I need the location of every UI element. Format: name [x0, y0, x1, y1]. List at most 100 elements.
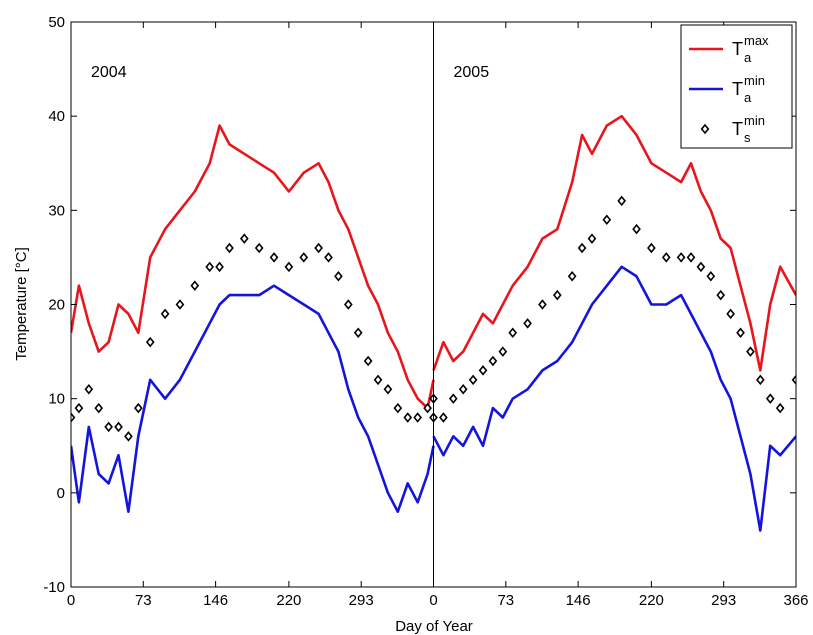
data-point-ts-min: [775, 402, 785, 414]
data-point-ts-min: [334, 270, 343, 282]
panel-label-2005: 2005: [454, 64, 490, 81]
legend-label-sup: max: [744, 33, 769, 48]
y-tick-label: 0: [57, 485, 65, 502]
x-tick-label: 366: [783, 592, 808, 609]
series-line-ta-max: [432, 114, 796, 372]
data-point-ts-min: [393, 402, 403, 414]
data-point-ts-min: [686, 252, 696, 263]
data-point-ts-min: [363, 355, 373, 367]
legend-label: T: [732, 119, 743, 139]
data-point-ts-min: [205, 261, 214, 273]
data-point-ts-min: [299, 252, 309, 263]
y-tick-label: 20: [48, 297, 65, 314]
data-point-ts-min: [114, 421, 123, 433]
x-tick-label: 73: [135, 592, 152, 609]
data-point-ts-min: [74, 402, 84, 414]
data-point-ts-min: [647, 242, 656, 254]
data-point-ts-min: [523, 318, 532, 329]
data-point-ts-min: [706, 270, 716, 282]
data-point-ts-min: [716, 289, 726, 301]
data-point-ts-min: [746, 346, 755, 357]
data-point-ts-min: [413, 412, 422, 423]
legend-label-sup: min: [744, 113, 765, 128]
panel-2005: [429, 114, 796, 532]
y-tick-label: 30: [48, 202, 65, 219]
data-point-ts-min: [736, 327, 745, 339]
panel-2004: [71, 124, 438, 513]
data-point-ts-min: [756, 374, 765, 386]
data-point-ts-min: [577, 242, 587, 254]
data-point-ts-min: [94, 402, 104, 414]
data-point-ts-min: [439, 412, 448, 423]
y-tick-label: 10: [48, 391, 65, 408]
data-point-ts-min: [254, 242, 264, 254]
legend-label: T: [732, 39, 743, 59]
data-point-ts-min: [696, 261, 706, 273]
data-point-ts-min: [134, 402, 143, 414]
data-point-ts-min: [791, 374, 796, 386]
data-point-ts-min: [190, 280, 200, 291]
data-point-ts-min: [661, 252, 671, 263]
legend-marker-ts-min: [700, 123, 710, 135]
data-point-ts-min: [215, 261, 224, 273]
x-tick-label: 146: [566, 592, 591, 609]
data-point-ts-min: [468, 374, 478, 386]
data-point-ts-min: [145, 336, 155, 348]
data-point-ts-min: [239, 233, 249, 244]
data-point-ts-min: [538, 299, 547, 310]
legend-label-sub: s: [744, 130, 751, 145]
data-point-ts-min: [343, 299, 353, 310]
data-point-ts-min: [448, 393, 458, 404]
data-point-ts-min: [458, 383, 468, 395]
y-tick-label: -10: [43, 579, 65, 596]
data-point-ts-min: [373, 374, 383, 386]
data-point-ts-min: [676, 252, 686, 263]
data-point-ts-min: [726, 308, 735, 320]
data-point-ts-min: [765, 393, 775, 404]
data-point-ts-min: [353, 327, 363, 339]
series-line-ta-max: [71, 124, 435, 410]
panel-label-2004: 2004: [91, 64, 127, 81]
series-line-ta-min: [71, 284, 435, 513]
data-point-ts-min: [324, 252, 333, 263]
x-axis-label: Day of Year: [395, 618, 473, 635]
data-point-ts-min: [84, 383, 94, 395]
x-tick-label: 0: [429, 592, 437, 609]
x-tick-label: 0: [67, 592, 75, 609]
data-point-ts-min: [423, 402, 432, 414]
data-point-ts-min: [314, 242, 323, 254]
data-point-ts-min: [478, 365, 488, 376]
y-tick-label: 50: [48, 14, 65, 31]
data-point-ts-min: [124, 431, 133, 442]
data-point-ts-min: [617, 195, 627, 207]
data-point-ts-min: [104, 421, 113, 433]
data-point-ts-min: [587, 233, 597, 244]
legend-label: T: [732, 79, 743, 99]
y-tick-label: 40: [48, 108, 65, 125]
data-point-ts-min: [567, 270, 577, 282]
data-point-ts-min: [632, 223, 641, 235]
plot-layer: [71, 114, 796, 532]
x-tick-label: 293: [711, 592, 736, 609]
legend-label-sub: a: [744, 50, 752, 65]
data-point-ts-min: [498, 346, 508, 357]
y-axis-label: Temperature [°C]: [13, 247, 30, 361]
data-point-ts-min: [383, 383, 393, 395]
x-tick-label: 146: [203, 592, 228, 609]
x-tick-label: 220: [276, 592, 301, 609]
data-point-ts-min: [160, 308, 170, 320]
legend-box: [680, 24, 793, 149]
data-point-ts-min: [508, 327, 518, 339]
data-point-ts-min: [175, 299, 185, 310]
data-point-ts-min: [602, 214, 612, 226]
x-tick-label: 220: [639, 592, 664, 609]
legend-label-sub: a: [744, 90, 752, 105]
data-point-ts-min: [488, 355, 498, 367]
x-tick-label: 293: [349, 592, 374, 609]
data-point-ts-min: [269, 252, 279, 263]
series-line-ta-min: [432, 265, 796, 532]
data-point-ts-min: [552, 289, 562, 301]
